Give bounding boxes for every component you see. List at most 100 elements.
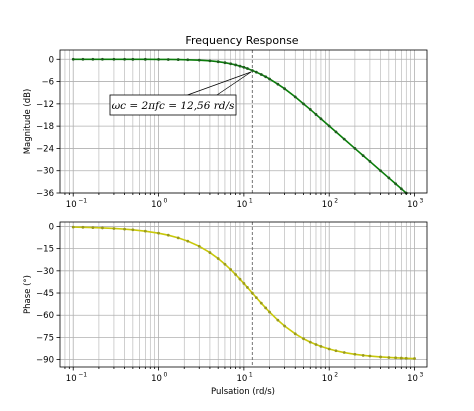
data-point [208, 251, 212, 254]
y-tick-label: −60 [36, 311, 54, 321]
data-point [387, 356, 391, 359]
x-tick-exponent: 0 [164, 372, 168, 379]
x-tick-label: 10 [66, 374, 77, 384]
data-point [308, 108, 312, 111]
data-point [342, 137, 346, 141]
magnitude-ticks: 10 −1 10 0 10 1 10 2 10 30−6−12−18−24−30−36 [36, 55, 423, 210]
data-point [259, 301, 263, 305]
x-tick-exponent: 2 [334, 198, 338, 205]
annotation-text: ωc = 2πfc = 12,56 rd/s [112, 100, 235, 112]
data-point [81, 225, 85, 229]
data-point [101, 57, 104, 61]
magnitude-grid [60, 50, 427, 194]
x-tick-label: 10 [407, 200, 418, 210]
series-line [73, 58, 407, 194]
data-point [268, 77, 271, 81]
phase-xlabel: Pulsation (rd/s) [211, 387, 275, 397]
y-tick-label: −36 [36, 189, 54, 199]
cutoff-annotation: ωc = 2πfc = 12,56 rd/s [109, 71, 252, 116]
annotation-arrow-line [181, 71, 252, 98]
data-point [353, 147, 357, 150]
data-point [327, 124, 331, 128]
x-tick-label: 10 [407, 374, 418, 384]
data-point [234, 63, 238, 67]
data-point [276, 318, 280, 322]
data-point [293, 332, 297, 336]
data-point [368, 160, 372, 163]
data-point [319, 344, 323, 348]
x-tick-exponent: 2 [334, 372, 338, 379]
data-point [238, 64, 242, 68]
x-tick-label: 10 [322, 200, 333, 210]
data-point [319, 117, 323, 121]
data-point [208, 59, 212, 63]
data-point [112, 227, 116, 230]
data-point [302, 102, 305, 106]
data-point [334, 130, 338, 134]
y-tick-label: −15 [36, 245, 54, 255]
data-point [404, 356, 408, 360]
data-point [293, 95, 297, 99]
magnitude-panel: Frequency Response 10 −1 10 0 10 1 10 2 10 30−6−1… [23, 34, 428, 210]
data-point [314, 343, 318, 346]
phase-ylabel: Phase (°) [23, 275, 33, 314]
data-point [242, 65, 246, 69]
y-tick-label: −45 [36, 289, 54, 299]
y-tick-label: −18 [36, 122, 54, 132]
magnitude-ylabel: Magnitude (dB) [23, 89, 33, 155]
x-tick-exponent: −1 [78, 372, 87, 379]
data-point [342, 351, 346, 354]
data-point [197, 244, 201, 248]
data-point [246, 67, 249, 70]
x-tick-exponent: −1 [78, 198, 87, 205]
data-point [223, 262, 227, 266]
data-point [238, 277, 242, 281]
data-point [276, 82, 280, 86]
phase-panel: 10 −1 10 0 10 1 10 2 10 30−15−30−45−60−75−90 Phas… [23, 221, 428, 397]
data-point [327, 347, 331, 351]
data-point [283, 87, 286, 91]
annotation-box [109, 94, 237, 116]
data-point [112, 57, 116, 61]
y-tick-label: 0 [49, 55, 54, 65]
data-point [143, 229, 147, 233]
annotation-arrow-line-2 [213, 71, 252, 98]
x-tick-exponent: 3 [420, 372, 424, 379]
y-tick-label: −75 [36, 333, 54, 343]
x-tick-exponent: 1 [249, 198, 253, 205]
x-tick-label: 10 [151, 374, 162, 384]
data-point [368, 354, 372, 358]
data-point [123, 57, 126, 61]
data-point [157, 231, 160, 235]
data-point [197, 58, 201, 62]
y-tick-label: −30 [36, 267, 54, 277]
data-point [379, 355, 382, 359]
data-point [254, 70, 258, 74]
data-point [166, 58, 170, 61]
phase-ticks: 10 −1 10 0 10 1 10 2 10 30−15−30−45−60−75−90 [36, 222, 423, 384]
data-point [387, 176, 391, 180]
data-point [143, 57, 147, 61]
data-point [264, 75, 268, 79]
data-point [81, 57, 85, 61]
data-point [259, 73, 263, 76]
data-point [157, 57, 160, 61]
data-point [166, 233, 170, 237]
data-point [176, 236, 180, 240]
x-tick-label: 10 [66, 200, 77, 210]
y-tick-label: −90 [36, 356, 54, 366]
data-point [229, 268, 233, 271]
data-point [361, 154, 365, 157]
data-point [242, 282, 246, 285]
x-tick-exponent: 1 [249, 372, 253, 379]
phase-grid [60, 222, 427, 367]
data-point [246, 286, 249, 289]
data-point [216, 60, 220, 64]
data-point [394, 182, 398, 186]
x-tick-label: 10 [236, 374, 247, 384]
data-point [123, 227, 126, 231]
x-tick-exponent: 0 [164, 198, 168, 205]
data-point [302, 337, 305, 341]
x-tick-label: 10 [236, 200, 247, 210]
data-point [131, 228, 135, 232]
